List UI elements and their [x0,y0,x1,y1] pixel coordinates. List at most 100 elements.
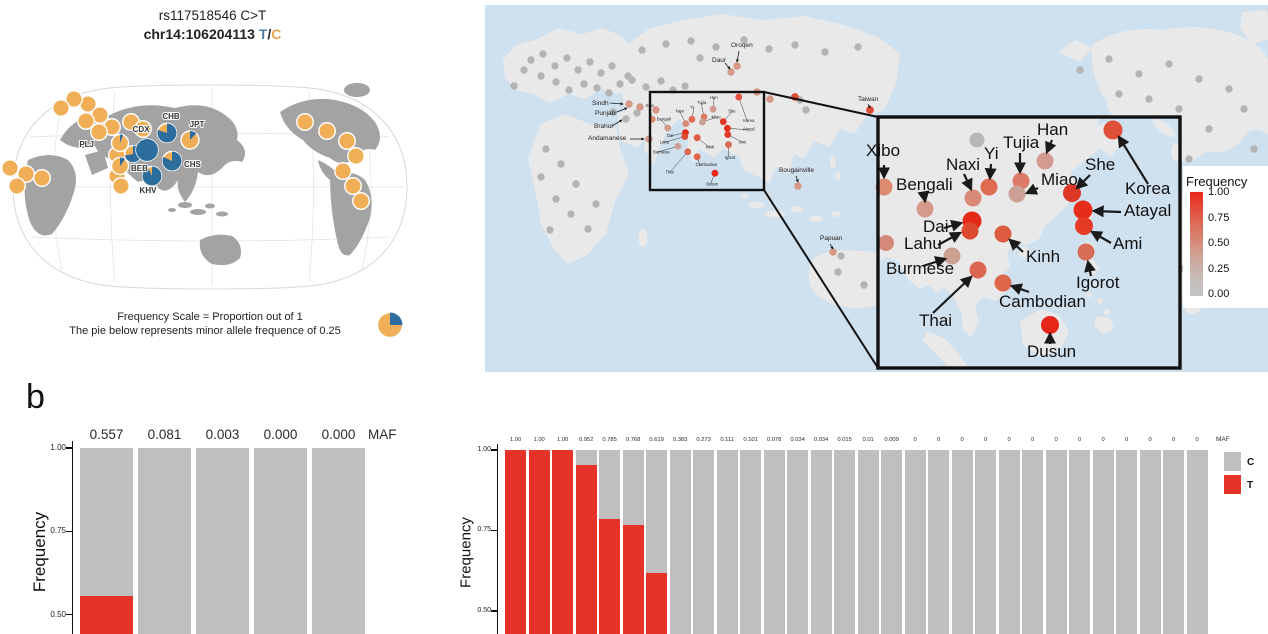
bar [975,450,997,634]
maf-value: 0.273 [696,437,711,443]
population-dot [802,106,810,114]
frequency-tick-label: 0.50 [1208,237,1230,250]
micro-label: Dai [667,133,673,138]
population-dot [605,89,613,97]
population-dot [674,142,682,150]
population-dot [964,189,982,207]
bar-segment-t [528,450,550,634]
population-label: Dai [923,217,949,236]
label-arrow [829,243,834,250]
micro-label: Miao [712,115,722,120]
allele-c: C [271,26,282,42]
pie-slice [120,134,124,143]
pie-chart [90,123,108,141]
population-dot [994,274,1012,292]
population-dot [1041,316,1059,334]
pie-chart [112,177,130,195]
population-dot [682,120,690,128]
population-dot [961,222,979,240]
pie-slice [142,166,162,186]
bar [857,450,879,634]
maf-value: 0.078 [766,437,782,443]
population-dot [681,133,689,140]
micro-label: Han [710,95,718,100]
population-dot [724,131,732,138]
population-dot [1115,90,1123,98]
population-label: Naxi [946,155,980,174]
bar [763,450,785,634]
map-label: Brahui [594,123,613,130]
population-dot [628,76,636,84]
population-dot [687,37,695,45]
population-dot [586,58,594,66]
pie-chart [334,162,352,180]
population-dot [638,46,646,54]
population-dot [622,115,630,123]
population-dot [539,50,547,58]
label-arrow [1089,230,1112,244]
population-dot [875,178,893,196]
bar [787,450,809,634]
population-label: Burmese [886,259,954,278]
population-dot [1185,155,1193,163]
maf-header-right: MAF [1216,436,1230,443]
micro-arrow [663,136,685,143]
population-dot [1145,95,1153,103]
population-dot [563,54,571,62]
population-label: Yi [984,144,999,163]
maf-value: 0 [913,437,917,443]
maf-value: 0.101 [743,437,758,443]
frequency-tick-label: 1.00 [1208,186,1230,198]
axis-tick [491,449,497,451]
population-label: Dusun [1027,342,1076,361]
population-dot [584,225,592,233]
maf-value: 1.00 [556,437,569,443]
bar [716,450,738,634]
axis-tick [491,529,497,532]
population-label: Miao [1041,170,1078,189]
bar-segment-t [646,572,668,634]
maf-value: 0 [984,437,988,443]
population-code-label: CHS [184,160,202,169]
bar [1045,450,1067,634]
population-dot [693,134,701,142]
population-dot [1103,120,1123,140]
population-dot [572,180,580,188]
frequency-tick-label: 0.75 [1208,211,1230,224]
population-code-label: CHB [162,112,180,121]
maf-value: 0.034 [790,437,805,443]
population-dot [696,54,704,62]
population-dot [662,40,670,48]
maf-value: 0.111 [720,437,734,443]
population-dot [688,115,696,123]
y-axis-line [72,441,74,634]
axis-tick [66,613,72,616]
inset-border [876,115,1182,370]
pie-chart [318,122,336,140]
maf-value: 0.952 [578,437,594,443]
pie-chart [338,132,356,150]
bar [740,450,762,634]
maf-value: 0.003 [205,427,240,442]
label-arrow [724,62,731,70]
population-dot [625,100,633,108]
maf-value: 0.009 [884,437,899,443]
label-arrow [616,107,628,113]
label-arrow [1024,183,1039,195]
bar [575,450,597,634]
bar [138,448,191,634]
label-arrow [1045,139,1057,155]
frequency-tick-label: 0.00 [1208,288,1230,301]
population-dot [994,225,1012,243]
micro-label: Lahu [660,140,670,145]
bar [928,450,950,634]
dot-world-map: XiboBengaliNaxiYiTujiaHanMiaoSheKoreaAta… [485,5,1268,372]
pie-chart [344,177,362,195]
population-dot [821,48,829,56]
population-code-label: JPT [190,120,205,129]
population-dot [636,103,644,111]
population-dot [699,118,706,126]
maf-value: 0 [1125,437,1129,443]
pie-chart [347,147,365,165]
population-dot [609,108,617,116]
